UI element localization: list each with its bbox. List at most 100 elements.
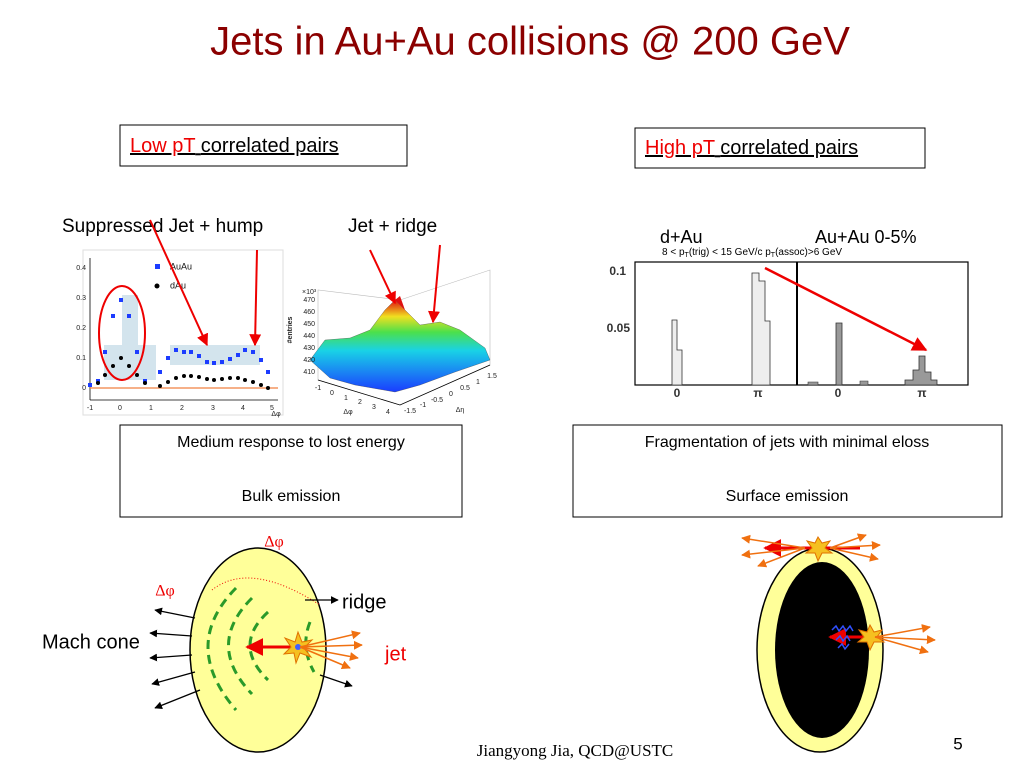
shape-line [154,607,196,619]
shape-g: -1 0 1 2 3 4 Δφ -1.5 -1 -0.5 0 0.5 1 1.5… [315,373,497,416]
shape-line [299,630,361,648]
shape-circle [259,383,263,387]
annotation: Δφ [155,583,175,600]
shape-g [96,356,270,390]
plot-label: d+Au [660,227,703,247]
shape-line [149,629,193,638]
page-number: 5 [953,734,962,753]
box-text: Bulk emission [242,488,341,505]
shape-line [829,547,879,562]
shape-tspan: T [771,252,776,259]
diagram-surface [741,533,936,753]
x-tick-label: 4 [386,409,390,416]
shape-tspan: 8 < p [662,247,685,258]
shape-circle [189,374,193,378]
z-tick-label: 420 [303,357,315,364]
shape-line [874,636,929,655]
shape-tspan: (trig) < 15 GeV/c p [689,247,771,258]
plot-histogram: 0.1 0.05 0 π 0 π [607,261,969,400]
shape-circle [119,356,123,360]
x-tick-label: π [917,386,926,400]
shape-path [206,586,238,711]
arrow [149,219,208,347]
shape-tspan: correlated pairs [201,135,339,157]
diagram-bulk [149,547,363,753]
shape-line [874,635,936,645]
x-tick-label: 0 [330,390,334,397]
x-axis-label: Δφ [343,409,353,416]
shape-ellipse [98,285,146,381]
shape-path [104,295,156,380]
shape-circle [205,377,209,381]
heading-box [634,127,926,169]
x-tick-label: 4 [241,405,245,412]
y-tick-label: 0.5 [460,385,470,392]
shape-circle [212,378,216,382]
x-tick-label: 2 [358,399,362,406]
text-box [119,424,463,518]
z-tick-label: 470 [303,297,315,304]
shape-path [831,624,854,651]
y-axis-label: Δη [456,407,465,414]
shape-tspan: T [685,252,690,259]
shape-circle [236,376,240,380]
slide-title: Jets in Au+Au collisions @ 200 GeV [210,20,850,64]
shape-circle [111,364,115,368]
shape-g [206,586,316,711]
shape-path [227,596,254,696]
shape-path [304,621,316,673]
x-tick-label: π [753,386,762,400]
z-tick-label: 450 [303,321,315,328]
annotation: Δφ [264,534,284,551]
plot-label: Au+Au 0-5% [815,227,917,247]
shape-path [395,296,405,310]
shape-line [299,640,363,650]
arrow [249,249,262,347]
x-tick-label: 3 [372,404,376,411]
y-tick-label: 0 [82,385,86,392]
shape-g: 470 460 450 440 430 420 410 [303,297,315,376]
shape-line [151,671,196,686]
y-tick-label: -1.5 [404,408,416,415]
shape-circle [143,381,147,385]
plot-label: Jet + ridge [348,216,437,237]
shape-line [154,689,201,710]
shape-path [671,319,683,386]
box-text: Fragmentation of jets with minimal eloss [645,434,930,451]
x-tick-label: 1 [344,395,348,402]
shape-g: -1 0 1 2 3 4 5 Δφ [87,405,281,418]
shape-path [317,364,491,406]
shape-g: 0.4 0.3 0.2 0.1 0 [76,265,86,392]
y-tick-label: 0.2 [76,325,86,332]
shape-path [751,272,771,386]
y-tick-label: -1 [420,402,426,409]
box-text: Medium response to lost energy [177,434,405,451]
shape-rect [155,264,160,269]
shape-circle [295,644,301,650]
plot-correlation: AuAu dAu 0.4 0.3 0.2 0.1 0 -1 0 1 2 3 4 … [76,249,284,418]
shape-rect [82,249,284,416]
shape-path [835,322,843,386]
shape-circle [174,376,178,380]
shape-circle [158,384,162,388]
x-tick-label: -1 [87,405,93,412]
x-tick-label: 2 [180,405,184,412]
shape-circle [197,375,201,379]
cut-label: 8 < pT(trig) < 15 GeV/c pT(assoc)>6 GeV [662,247,842,259]
z-tick-label: 430 [303,345,315,352]
shape-g: 0.1 0.05 0 π 0 π [607,264,927,400]
shape-tspan: Low pT [130,135,195,157]
shape-circle [154,283,160,289]
shape-circle [228,376,232,380]
y-tick-label: 0 [449,391,453,398]
footer: Jiangyong Jia, QCD@USTC [477,741,674,760]
shape-line [319,674,353,688]
x-tick-label: 1 [149,405,153,412]
plot-surface: ×10³ #entries 470 460 450 440 430 420 41… [287,269,497,416]
y-tick-label: 1 [476,379,480,386]
z-tick-label: 440 [303,333,315,340]
shape-path [309,299,491,393]
z-tick-label: 410 [303,369,315,376]
